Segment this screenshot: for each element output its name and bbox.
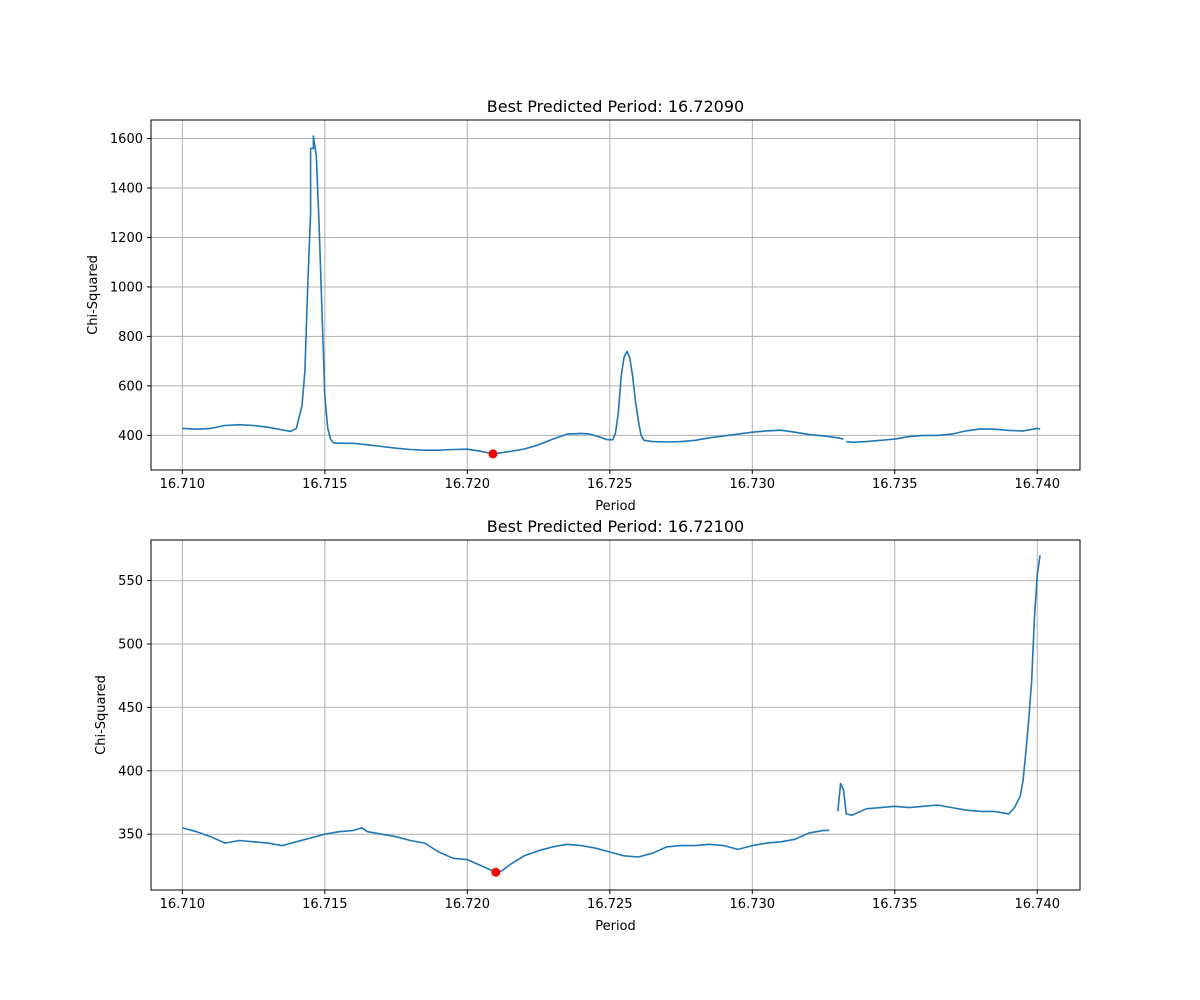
best-period-marker xyxy=(491,867,501,877)
grid-top xyxy=(151,120,1080,470)
y-tick-label: 550 xyxy=(118,574,143,589)
grid-bottom xyxy=(151,540,1080,890)
ticks-bottom: 16.710 16.715 16.720 16.725 16.730 16.735 16.7… xyxy=(118,574,1060,912)
x-tick-label: 16.735 xyxy=(872,477,918,492)
x-tick-label: 16.715 xyxy=(302,477,348,492)
y-tick-label: 1000 xyxy=(110,280,143,295)
best-marker-top xyxy=(488,449,498,459)
x-tick-label: 16.710 xyxy=(160,477,206,492)
chart-title-bottom: Best Predicted Period: 16.72100 xyxy=(487,517,744,536)
axes-frame-top xyxy=(150,119,1081,471)
x-tick-label: 16.735 xyxy=(872,897,918,912)
x-tick-label: 16.730 xyxy=(730,477,776,492)
x-axis-label-bottom: Period xyxy=(595,919,636,934)
chi-squared-series xyxy=(846,427,1041,444)
x-tick-label: 16.725 xyxy=(587,897,633,912)
chi-squared-series xyxy=(182,135,844,455)
x-axis-label-top: Period xyxy=(595,499,636,514)
y-tick-label: 1200 xyxy=(110,231,143,246)
axes-frame-bottom xyxy=(150,539,1081,891)
y-tick-label: 800 xyxy=(118,330,143,345)
x-tick-label: 16.720 xyxy=(445,477,491,492)
y-axis-label-top: Chi-Squared xyxy=(86,255,101,335)
best-marker-bottom xyxy=(491,867,501,877)
ticks-top: 16.710 16.715 16.720 16.725 16.730 16.735 16.7… xyxy=(110,132,1060,492)
best-period-marker xyxy=(488,449,498,459)
x-tick-label: 16.740 xyxy=(1015,897,1061,912)
plot-area-top xyxy=(151,120,1080,470)
x-tick-label: 16.720 xyxy=(445,897,491,912)
series-top xyxy=(182,135,1041,455)
y-tick-label: 500 xyxy=(118,637,143,652)
x-tick-label: 16.715 xyxy=(302,897,348,912)
x-tick-label: 16.725 xyxy=(587,477,633,492)
x-tick-label: 16.730 xyxy=(730,897,776,912)
y-tick-label: 1400 xyxy=(110,182,143,197)
plot-area-bottom xyxy=(151,540,1080,890)
x-tick-label: 16.710 xyxy=(160,897,206,912)
y-tick-label: 600 xyxy=(118,379,143,394)
y-tick-label: 450 xyxy=(118,701,143,716)
x-tick-label: 16.740 xyxy=(1015,477,1061,492)
y-tick-label: 350 xyxy=(118,828,143,843)
y-tick-label: 1600 xyxy=(110,132,143,147)
y-axis-label-bottom: Chi-Squared xyxy=(94,675,109,755)
y-tick-label: 400 xyxy=(118,764,143,779)
subplot-bottom: 16.710 16.715 16.720 16.725 16.730 16.735 16.7… xyxy=(94,517,1081,934)
chart-title-top: Best Predicted Period: 16.72090 xyxy=(487,97,744,116)
y-tick-label: 400 xyxy=(118,429,143,444)
chi-squared-series xyxy=(837,555,1041,817)
subplot-top: 16.710 16.715 16.720 16.725 16.730 16.735 16.7… xyxy=(86,97,1081,514)
